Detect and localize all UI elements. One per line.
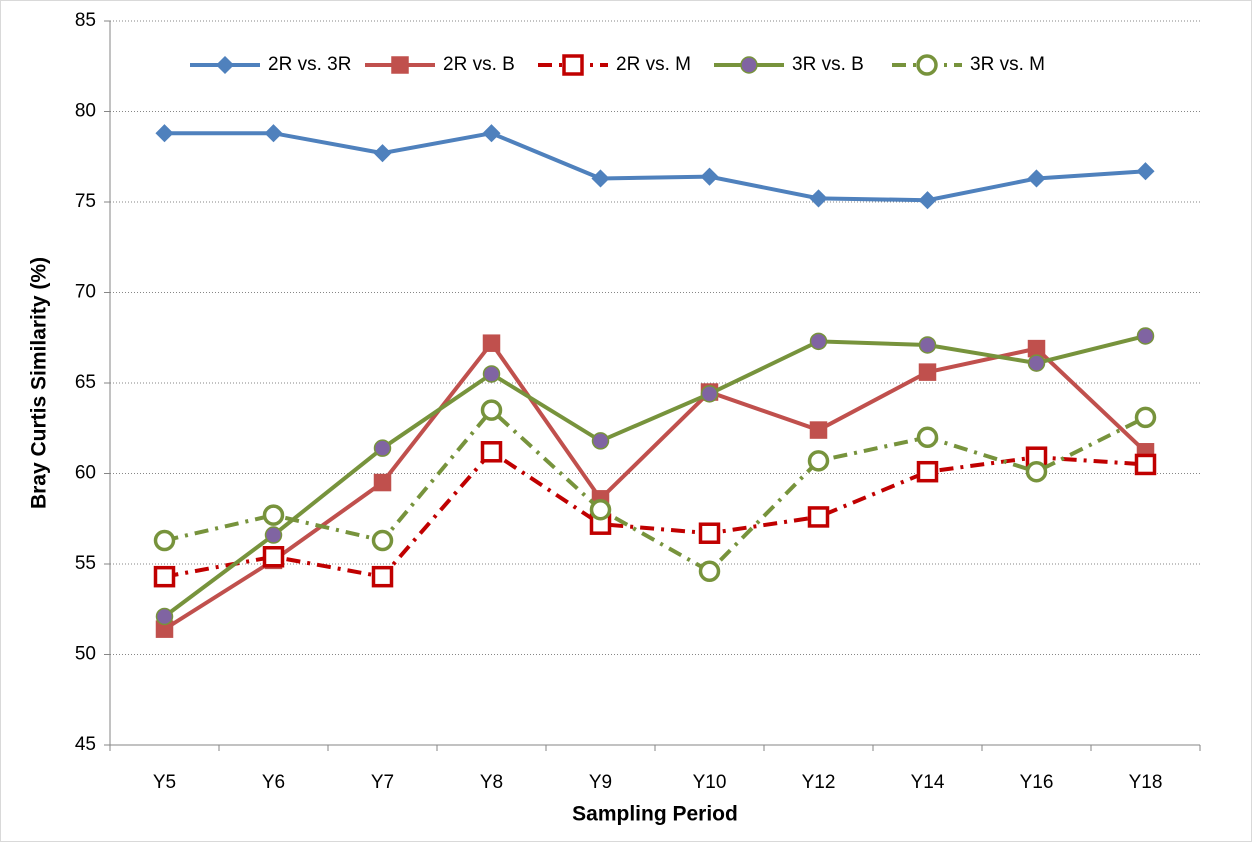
y-tick-label: 75 bbox=[75, 191, 96, 212]
marker bbox=[918, 336, 937, 354]
x-tick-label: Y5 bbox=[153, 772, 176, 793]
marker bbox=[698, 522, 721, 544]
marker bbox=[373, 439, 392, 457]
y-tick-label: 65 bbox=[75, 372, 96, 393]
x-tick-label: Y12 bbox=[802, 772, 836, 793]
legend-label: 3R vs. M bbox=[970, 54, 1045, 75]
marker bbox=[809, 332, 828, 351]
x-tick-label: Y8 bbox=[480, 772, 503, 793]
marker bbox=[215, 55, 235, 75]
marker bbox=[918, 363, 937, 381]
marker bbox=[153, 565, 176, 588]
legend-label: 3R vs. B bbox=[792, 54, 864, 75]
marker bbox=[918, 191, 937, 210]
x-tick-label: Y14 bbox=[911, 772, 945, 793]
marker bbox=[155, 124, 174, 143]
marker bbox=[1134, 453, 1157, 476]
legend-label: 2R vs. B bbox=[443, 54, 515, 75]
y-tick-label: 60 bbox=[75, 463, 96, 484]
marker bbox=[916, 460, 939, 483]
x-axis-title: Sampling Period bbox=[572, 803, 738, 826]
marker bbox=[155, 607, 174, 626]
legend-label: 2R vs. M bbox=[616, 54, 691, 75]
x-tick-label: Y9 bbox=[589, 772, 612, 793]
y-tick-label: 80 bbox=[75, 101, 96, 122]
marker bbox=[591, 169, 610, 188]
marker bbox=[809, 189, 828, 208]
marker bbox=[482, 334, 501, 352]
marker bbox=[807, 506, 830, 528]
marker bbox=[916, 426, 939, 449]
marker bbox=[698, 560, 721, 582]
marker bbox=[589, 498, 612, 521]
marker bbox=[1025, 460, 1048, 483]
marker bbox=[373, 473, 392, 492]
series-line bbox=[164, 449, 1146, 579]
marker bbox=[809, 421, 828, 439]
marker bbox=[262, 546, 285, 568]
series-line bbox=[164, 131, 1146, 203]
marker bbox=[482, 124, 501, 143]
x-tick-label: Y18 bbox=[1129, 772, 1163, 793]
marker bbox=[371, 565, 394, 588]
legend-label: 2R vs. 3R bbox=[268, 54, 351, 75]
marker bbox=[700, 167, 719, 186]
marker bbox=[1027, 169, 1046, 188]
marker bbox=[391, 56, 409, 74]
marker bbox=[264, 124, 283, 143]
y-tick-label: 50 bbox=[75, 644, 96, 665]
x-tick-label: Y10 bbox=[693, 772, 727, 793]
marker bbox=[562, 54, 584, 76]
series-line bbox=[164, 407, 1147, 574]
marker bbox=[480, 441, 503, 463]
marker bbox=[807, 450, 830, 472]
marker bbox=[591, 432, 610, 450]
marker bbox=[153, 529, 176, 552]
marker bbox=[373, 144, 392, 163]
marker bbox=[480, 399, 503, 421]
marker bbox=[1136, 327, 1155, 345]
x-tick-label: Y7 bbox=[371, 772, 394, 793]
marker bbox=[1027, 354, 1046, 372]
marker bbox=[264, 526, 283, 544]
marker bbox=[371, 529, 394, 552]
marker bbox=[1136, 162, 1155, 181]
series-line bbox=[163, 339, 1147, 631]
y-tick-label: 70 bbox=[75, 282, 96, 303]
marker bbox=[262, 504, 285, 526]
y-tick-label: 85 bbox=[75, 10, 96, 31]
marker bbox=[700, 385, 719, 403]
x-tick-label: Y6 bbox=[262, 772, 285, 793]
marker bbox=[482, 365, 501, 383]
y-tick-label: 55 bbox=[75, 553, 96, 574]
marker bbox=[916, 54, 938, 76]
x-tick-label: Y16 bbox=[1020, 772, 1054, 793]
marker bbox=[1027, 339, 1046, 358]
y-tick-label: 45 bbox=[75, 734, 96, 755]
series-line bbox=[163, 333, 1146, 619]
marker bbox=[740, 56, 758, 74]
y-axis-title: Bray Curtis Similarity (%) bbox=[28, 257, 51, 509]
marker bbox=[1134, 406, 1157, 429]
